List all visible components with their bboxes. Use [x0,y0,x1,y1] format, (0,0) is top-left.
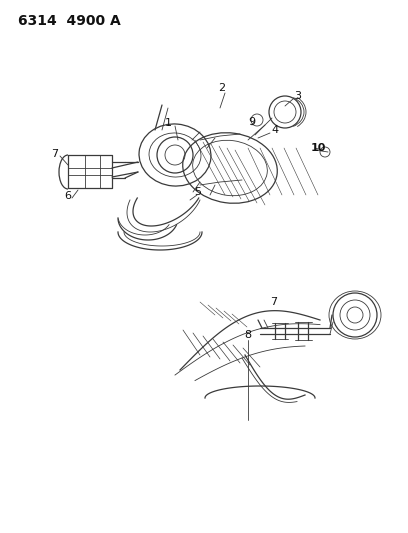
Text: 9: 9 [248,117,255,127]
Text: 7: 7 [271,297,277,307]
Text: 6314  4900 A: 6314 4900 A [18,14,121,28]
Text: 7: 7 [51,149,59,159]
Text: 5: 5 [195,187,202,197]
Text: 3: 3 [295,91,302,101]
Text: 2: 2 [218,83,226,93]
Text: 6: 6 [64,191,71,201]
Text: 4: 4 [271,125,279,135]
Text: 8: 8 [244,330,252,340]
Text: 10: 10 [310,143,326,153]
Text: 1: 1 [164,118,171,128]
